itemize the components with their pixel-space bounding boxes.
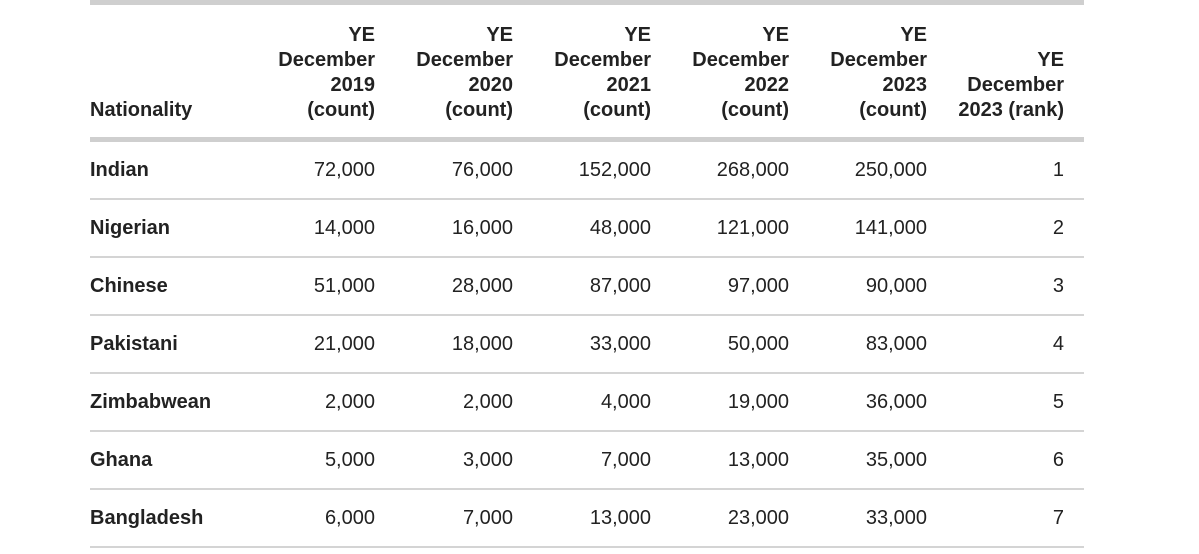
- table-cell: 48,000: [513, 199, 651, 258]
- table-cell: 76,000: [375, 139, 513, 200]
- table-cell: 268,000: [651, 139, 789, 200]
- row-label: Chinese: [90, 257, 237, 316]
- column-header: YE December 2023 (count): [789, 2, 927, 142]
- table-cell: 7,000: [375, 489, 513, 548]
- table-row: Bangladesh 6,000 7,000 13,000 23,000 33,000 7: [90, 489, 1084, 548]
- table-cell: 1: [927, 139, 1084, 200]
- table-cell: 33,000: [513, 315, 651, 374]
- table-cell: 13,000: [651, 431, 789, 490]
- table-cell: 152,000: [513, 139, 651, 200]
- table-body: Indian 72,000 76,000 152,000 268,000 250,000 1…: [90, 139, 1084, 548]
- table-cell: 3: [927, 257, 1084, 316]
- table-cell: 90,000: [789, 257, 927, 316]
- row-label: Pakistani: [90, 315, 237, 374]
- table-cell: 250,000: [789, 139, 927, 200]
- table-cell: 7: [927, 489, 1084, 548]
- table-cell: 4: [927, 315, 1084, 374]
- header-row: Nationality YE December 2019 (count) YE De…: [90, 2, 1084, 142]
- column-header: Nationality: [90, 2, 237, 142]
- table-cell: 141,000: [789, 199, 927, 258]
- table-cell: 72,000: [237, 139, 375, 200]
- table-row: Indian 72,000 76,000 152,000 268,000 250,000 1: [90, 139, 1084, 200]
- table-cell: 14,000: [237, 199, 375, 258]
- table-cell: 50,000: [651, 315, 789, 374]
- table-row: Nigerian 14,000 16,000 48,000 121,000 141,000…: [90, 199, 1084, 258]
- table-cell: 97,000: [651, 257, 789, 316]
- column-header: YE December 2022 (count): [651, 2, 789, 142]
- table-row: Chinese 51,000 28,000 87,000 97,000 90,000 3: [90, 257, 1084, 316]
- table-cell: 33,000: [789, 489, 927, 548]
- table-cell: 51,000: [237, 257, 375, 316]
- column-header: YE December 2019 (count): [237, 2, 375, 142]
- table-row: Pakistani 21,000 18,000 33,000 50,000 83,000 4: [90, 315, 1084, 374]
- table-cell: 121,000: [651, 199, 789, 258]
- column-header: YE December 2021 (count): [513, 2, 651, 142]
- table-cell: 21,000: [237, 315, 375, 374]
- table-cell: 6: [927, 431, 1084, 490]
- table-cell: 5: [927, 373, 1084, 432]
- column-header: YE December 2020 (count): [375, 2, 513, 142]
- data-table: Nationality YE December 2019 (count) YE De…: [90, 0, 1084, 548]
- table-cell: 87,000: [513, 257, 651, 316]
- table-cell: 18,000: [375, 315, 513, 374]
- row-label: Zimbabwean: [90, 373, 237, 432]
- table-row: Zimbabwean 2,000 2,000 4,000 19,000 36,000 5: [90, 373, 1084, 432]
- table-cell: 2,000: [375, 373, 513, 432]
- table-cell: 16,000: [375, 199, 513, 258]
- table-cell: 2: [927, 199, 1084, 258]
- table-cell: 2,000: [237, 373, 375, 432]
- table-cell: 4,000: [513, 373, 651, 432]
- table-row: Ghana 5,000 3,000 7,000 13,000 35,000 6: [90, 431, 1084, 490]
- row-label: Ghana: [90, 431, 237, 490]
- table-cell: 36,000: [789, 373, 927, 432]
- table-cell: 6,000: [237, 489, 375, 548]
- row-label: Nigerian: [90, 199, 237, 258]
- table-cell: 7,000: [513, 431, 651, 490]
- table-cell: 5,000: [237, 431, 375, 490]
- table-cell: 35,000: [789, 431, 927, 490]
- table-cell: 83,000: [789, 315, 927, 374]
- table-cell: 28,000: [375, 257, 513, 316]
- table-cell: 3,000: [375, 431, 513, 490]
- column-header: YE December 2023 (rank): [927, 2, 1084, 142]
- table-cell: 23,000: [651, 489, 789, 548]
- table-cell: 19,000: [651, 373, 789, 432]
- row-label: Bangladesh: [90, 489, 237, 548]
- row-label: Indian: [90, 139, 237, 200]
- table-cell: 13,000: [513, 489, 651, 548]
